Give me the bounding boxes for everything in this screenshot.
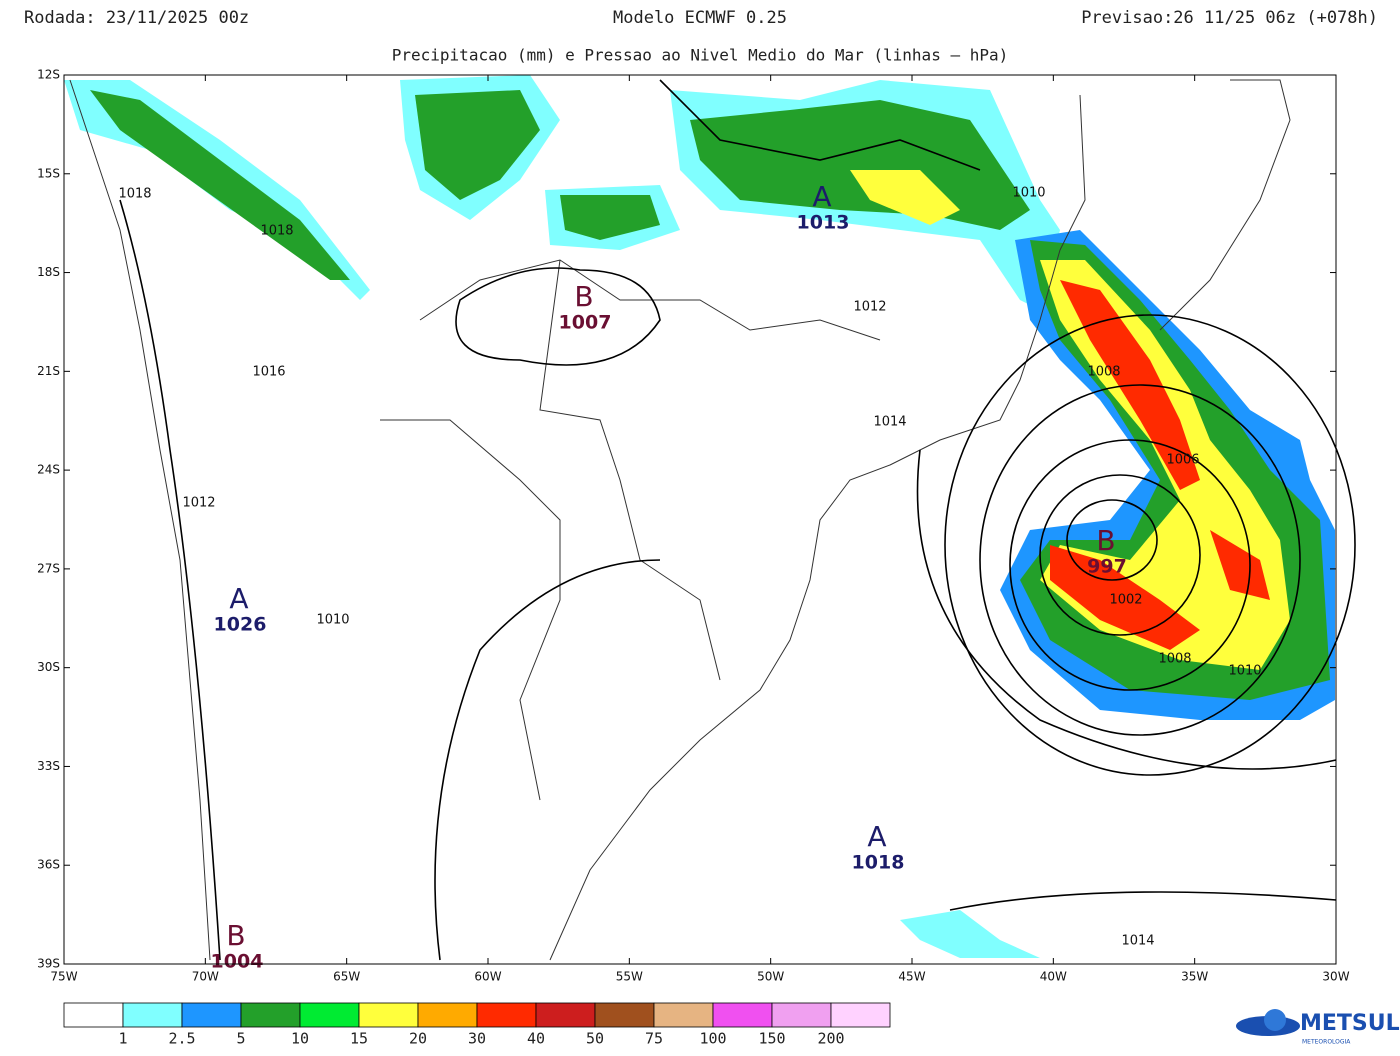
legend-swatch: [417, 1002, 478, 1028]
lon-label: 75W: [50, 970, 77, 984]
legend-swatch: [299, 1002, 360, 1028]
center-letter: B: [574, 280, 593, 313]
isobar-label: 1008: [1158, 652, 1191, 667]
legend-label: 50: [586, 1030, 604, 1048]
legend-label: 2.5: [168, 1030, 195, 1048]
lon-label: 40W: [1040, 970, 1067, 984]
legend-label: 40: [527, 1030, 545, 1048]
geography: [69, 79, 1291, 961]
subtitle: Precipitacao (mm) e Pressao ao Nivel Med…: [392, 46, 1009, 65]
legend-swatch: [535, 1002, 596, 1028]
isobar-label: 1010: [1012, 186, 1045, 201]
legend-swatch: [771, 1002, 832, 1028]
center-pressure: 1018: [852, 852, 905, 874]
lat-label: 18S: [37, 265, 60, 279]
legend-label: 15: [350, 1030, 368, 1048]
legend-label: 30: [468, 1030, 486, 1048]
lon-label: 35W: [1181, 970, 1208, 984]
lon-label: 65W: [333, 970, 360, 984]
lat-label: 21S: [37, 364, 60, 378]
isobar-label: 1012: [182, 496, 215, 511]
lat-label: 33S: [37, 759, 60, 773]
color-legend: 1 2.5 5 10 15 20 30 40 50 75 100 150 200: [63, 1002, 891, 1048]
map-frame: [63, 74, 1337, 965]
isobar-label: 1002: [1109, 593, 1142, 608]
legend-swatch: [712, 1002, 773, 1028]
legend-swatch: [181, 1002, 242, 1028]
isobar-label: 1008: [1087, 365, 1120, 380]
isobar-label: 1014: [873, 415, 906, 430]
legend-swatch: [122, 1002, 183, 1028]
legend-swatch: [63, 1002, 124, 1028]
lon-label: 50W: [757, 970, 784, 984]
center-pressure: 1013: [797, 212, 850, 234]
legend-label: 5: [236, 1030, 245, 1048]
isobars: [119, 79, 1356, 961]
legend-label: 150: [758, 1030, 785, 1048]
isobar-label: 1006: [1166, 453, 1199, 468]
center-letter: A: [229, 582, 248, 615]
lon-label: 70W: [192, 970, 219, 984]
center-letter: B: [1096, 524, 1115, 557]
logo: METSUL METEOROLOGIA: [1236, 1009, 1400, 1046]
isobar-label: 1010: [1228, 664, 1261, 679]
center-letter: A: [812, 180, 831, 213]
legend-swatch: [358, 1002, 419, 1028]
logo-name: METSUL: [1300, 1011, 1400, 1036]
legend-label: 200: [817, 1030, 844, 1048]
isobar-label: 1018: [118, 187, 151, 202]
center-pressure: 1026: [214, 614, 267, 636]
isobar-label: 1018: [260, 224, 293, 239]
legend-label: 10: [291, 1030, 309, 1048]
center-pressure: 1004: [211, 951, 264, 973]
center-letter: B: [226, 919, 245, 952]
lat-label: 27S: [37, 561, 60, 575]
center-pressure: 997: [1087, 556, 1127, 578]
isobar-label: 1010: [316, 613, 349, 628]
center-letter: A: [867, 820, 886, 853]
legend-swatch: [476, 1002, 537, 1028]
lon-label: 55W: [616, 970, 643, 984]
isobar-labels: 1018 1018 1016 1012 1010 1010 1012 1014 1008 1006…: [118, 186, 1261, 949]
lat-label: 15S: [37, 166, 60, 180]
legend-swatch: [830, 1002, 891, 1028]
forecast-time: Previsao:26 11/25 06z (+078h): [1081, 8, 1378, 28]
legend-label: 1: [118, 1030, 127, 1048]
lat-label: 30S: [37, 660, 60, 674]
lat-label: 36S: [37, 858, 60, 872]
isobar-label: 1016: [252, 365, 285, 380]
legend-label: 75: [645, 1030, 663, 1048]
isobar-label: 1014: [1121, 934, 1154, 949]
lat-label: 39S: [37, 957, 60, 971]
legend-swatch: [594, 1002, 655, 1028]
run-time: Rodada: 23/11/2025 00z: [24, 8, 249, 28]
lon-label: 60W: [474, 970, 501, 984]
center-pressure: 1007: [559, 312, 612, 334]
lon-label: 30W: [1322, 970, 1349, 984]
precipitation: [64, 75, 1335, 958]
model-name: Modelo ECMWF 0.25: [613, 8, 787, 28]
lon-label: 45W: [898, 970, 925, 984]
legend-label: 20: [409, 1030, 427, 1048]
isobar-label: 1012: [853, 300, 886, 315]
lat-label: 12S: [37, 68, 60, 82]
legend-swatch: [240, 1002, 301, 1028]
logo-tagline: METEOROLOGIA: [1302, 1039, 1351, 1046]
legend-label: 100: [699, 1030, 726, 1048]
lat-label: 24S: [37, 463, 60, 477]
legend-swatch: [653, 1002, 714, 1028]
